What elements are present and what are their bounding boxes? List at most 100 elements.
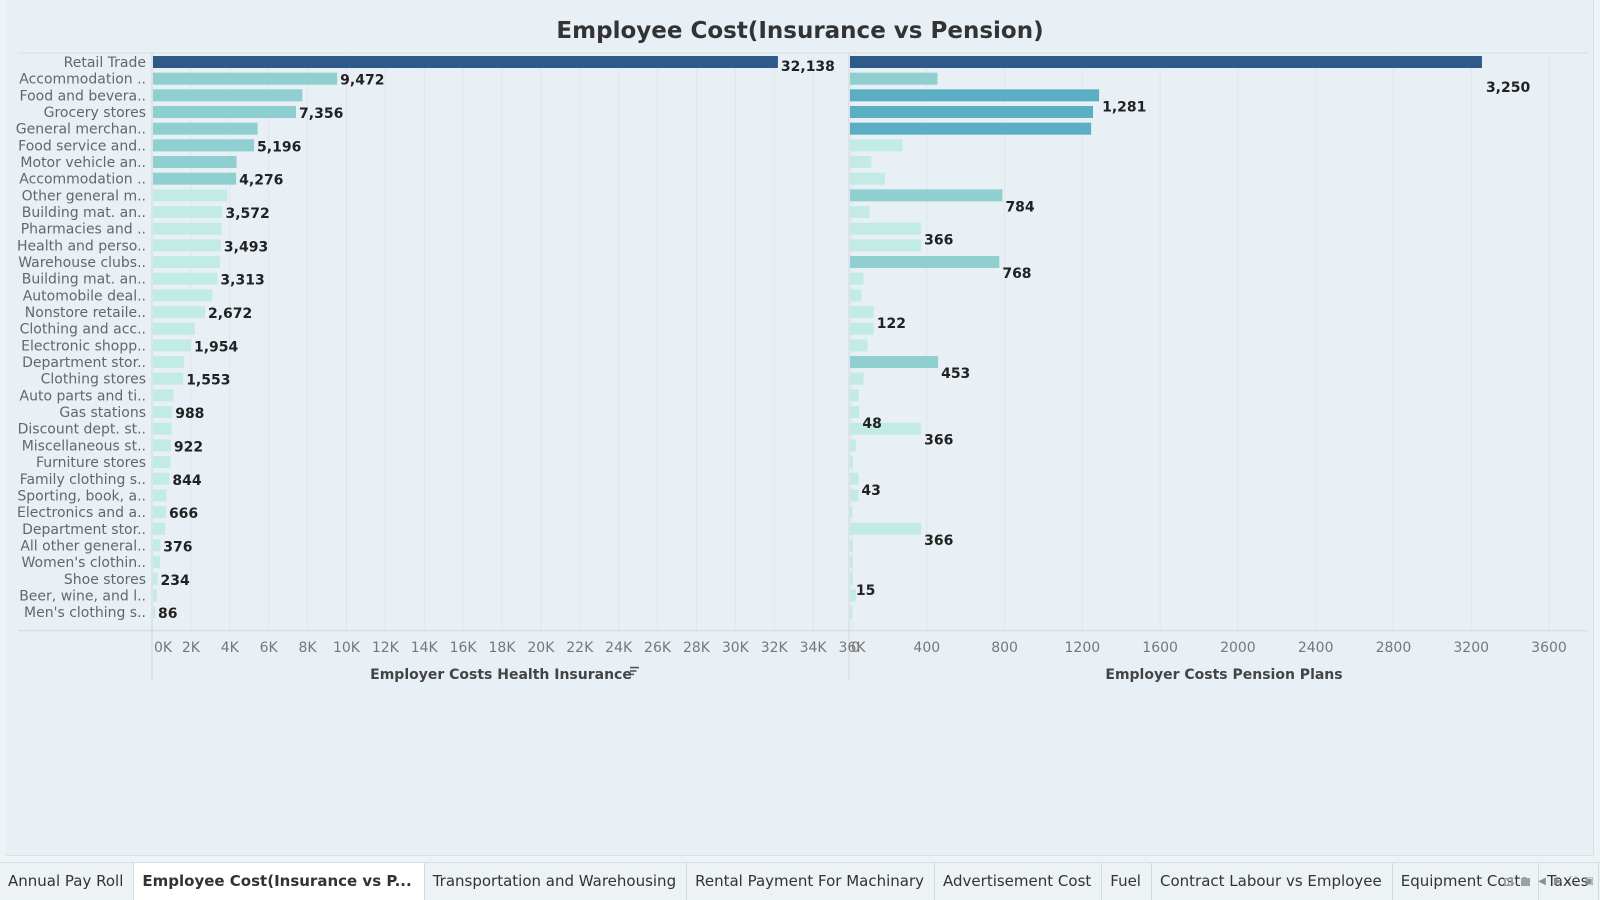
- bar-health-insurance[interactable]: [153, 89, 303, 102]
- bar-health-insurance[interactable]: [153, 456, 171, 469]
- bar-pension-plans[interactable]: [850, 306, 874, 319]
- category-label[interactable]: Auto parts and ti..: [20, 388, 146, 404]
- bar-pension-plans[interactable]: [850, 389, 859, 402]
- bar-health-insurance[interactable]: [153, 289, 213, 302]
- category-label[interactable]: Food and bevera..: [20, 88, 146, 104]
- bar-pension-plans[interactable]: [850, 506, 852, 519]
- bar-pension-plans[interactable]: [850, 189, 1003, 202]
- category-label[interactable]: Gas stations: [59, 405, 146, 421]
- bar-pension-plans[interactable]: [850, 56, 1482, 68]
- bar-pension-plans[interactable]: [850, 439, 856, 452]
- bar-health-insurance[interactable]: [153, 489, 167, 502]
- bar-health-insurance[interactable]: [153, 306, 205, 319]
- bar-pension-plans[interactable]: [850, 339, 868, 352]
- bar-health-insurance[interactable]: [153, 572, 158, 585]
- bar-health-insurance[interactable]: [153, 206, 223, 219]
- bar-pension-plans[interactable]: [850, 556, 853, 569]
- category-label[interactable]: All other general..: [20, 538, 146, 554]
- bar-pension-plans[interactable]: [850, 522, 922, 535]
- bar-pension-plans[interactable]: [850, 372, 864, 385]
- category-label[interactable]: Beer, wine, and l..: [19, 588, 146, 604]
- bar-pension-plans[interactable]: [850, 406, 860, 419]
- bar-pension-plans[interactable]: [850, 606, 852, 619]
- bar-pension-plans[interactable]: [850, 172, 885, 185]
- category-label[interactable]: Retail Trade: [64, 55, 146, 71]
- bar-health-insurance[interactable]: [153, 372, 184, 385]
- presentation-icon[interactable]: ▣: [1584, 876, 1594, 887]
- bar-health-insurance[interactable]: [153, 406, 173, 419]
- category-label[interactable]: Shoe stores: [64, 572, 146, 588]
- bar-pension-plans[interactable]: [850, 422, 922, 435]
- bar-health-insurance[interactable]: [153, 106, 297, 119]
- category-label[interactable]: Men's clothing s..: [24, 605, 146, 621]
- bar-pension-plans[interactable]: [850, 356, 939, 369]
- bar-health-insurance[interactable]: [153, 222, 222, 235]
- bar-health-insurance[interactable]: [153, 272, 218, 285]
- bar-health-insurance[interactable]: [153, 606, 155, 619]
- bar-health-insurance[interactable]: [153, 539, 161, 552]
- category-label[interactable]: Accommodation ..: [19, 72, 146, 88]
- bar-pension-plans[interactable]: [850, 139, 903, 152]
- bar-health-insurance[interactable]: [153, 239, 221, 252]
- scroll-left-icon[interactable]: ◀: [1538, 876, 1546, 887]
- bar-pension-plans[interactable]: [850, 72, 938, 85]
- category-label[interactable]: Family clothing s..: [20, 472, 146, 488]
- bar-pension-plans[interactable]: [850, 539, 853, 552]
- bar-health-insurance[interactable]: [153, 72, 338, 85]
- sheet-tab[interactable]: Fuel: [1102, 863, 1152, 900]
- category-label[interactable]: Motor vehicle an..: [20, 155, 146, 171]
- bar-health-insurance[interactable]: [153, 556, 160, 569]
- category-label[interactable]: Discount dept. st..: [18, 422, 146, 438]
- category-label[interactable]: Furniture stores: [36, 455, 146, 471]
- bar-health-insurance[interactable]: [153, 139, 255, 152]
- bar-health-insurance[interactable]: [153, 356, 185, 369]
- category-label[interactable]: Food service and..: [18, 138, 146, 154]
- bar-health-insurance[interactable]: [153, 122, 258, 135]
- sort-descending-icon[interactable]: [630, 666, 639, 676]
- category-label[interactable]: Miscellaneous st..: [22, 438, 146, 454]
- sheet-tab[interactable]: Transportation and Warehousing: [425, 863, 688, 900]
- bar-pension-plans[interactable]: [850, 239, 922, 252]
- bar-pension-plans[interactable]: [850, 256, 1000, 269]
- bar-health-insurance[interactable]: [153, 522, 166, 535]
- bar-health-insurance[interactable]: [153, 322, 195, 335]
- bar-health-insurance[interactable]: [153, 506, 166, 519]
- sheet-tab[interactable]: Taxes: [1539, 863, 1600, 900]
- bar-pension-plans[interactable]: [850, 222, 922, 235]
- category-label[interactable]: Grocery stores: [44, 105, 146, 121]
- bar-pension-plans[interactable]: [850, 589, 856, 602]
- category-label[interactable]: Pharmacies and ..: [21, 222, 146, 238]
- bar-pension-plans[interactable]: [850, 322, 874, 335]
- bar-pension-plans[interactable]: [850, 472, 859, 485]
- bar-health-insurance[interactable]: [153, 256, 221, 269]
- category-label[interactable]: Building mat. an..: [22, 205, 146, 221]
- bar-health-insurance[interactable]: [153, 422, 172, 435]
- category-label[interactable]: Building mat. an..: [22, 272, 146, 288]
- bar-health-insurance[interactable]: [153, 439, 171, 452]
- bar-pension-plans[interactable]: [850, 572, 853, 585]
- sheet-tab[interactable]: Annual Pay Roll: [0, 863, 135, 900]
- sheet-tab[interactable]: Contract Labour vs Employee: [1152, 863, 1393, 900]
- bar-health-insurance[interactable]: [153, 472, 170, 485]
- category-label[interactable]: Sporting, book, a..: [17, 488, 146, 504]
- bar-pension-plans[interactable]: [850, 122, 1092, 135]
- category-label[interactable]: Department stor..: [22, 355, 146, 371]
- bar-pension-plans[interactable]: [850, 289, 862, 302]
- bar-health-insurance[interactable]: [153, 339, 191, 352]
- bar-health-insurance[interactable]: [153, 56, 778, 68]
- bar-health-insurance[interactable]: [153, 589, 157, 602]
- category-label[interactable]: Automobile deal..: [23, 288, 146, 304]
- category-label[interactable]: General merchan..: [16, 122, 146, 138]
- fullscreen-icon[interactable]: ⛶: [1569, 876, 1577, 887]
- bar-pension-plans[interactable]: [850, 106, 1094, 119]
- bar-health-insurance[interactable]: [153, 389, 174, 402]
- bar-health-insurance[interactable]: [153, 189, 228, 202]
- sheet-tab[interactable]: Employee Cost(Insurance vs P...: [134, 863, 425, 900]
- single-view-icon[interactable]: [1521, 877, 1531, 886]
- bar-pension-plans[interactable]: [850, 489, 859, 502]
- category-label[interactable]: Clothing and acc..: [20, 322, 146, 338]
- category-label[interactable]: Health and perso..: [17, 238, 146, 254]
- bar-pension-plans[interactable]: [850, 89, 1100, 102]
- sheet-tab[interactable]: Equipment Costs: [1393, 863, 1540, 900]
- category-label[interactable]: Accommodation ..: [19, 172, 146, 188]
